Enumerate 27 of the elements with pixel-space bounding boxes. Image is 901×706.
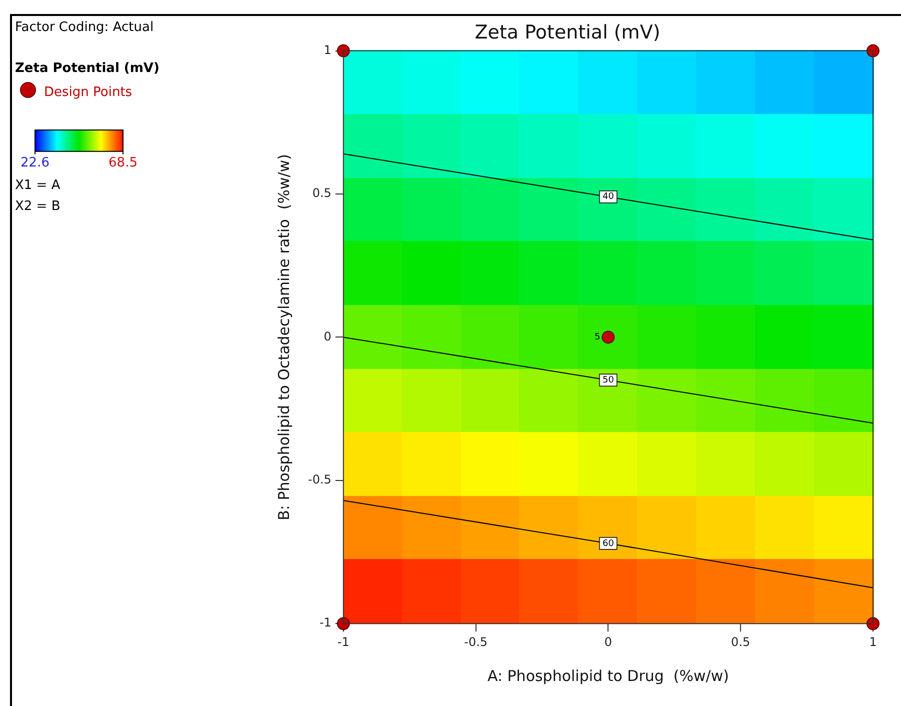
x-tick-label: 0.5 bbox=[731, 634, 750, 649]
y-tick-label: -1 bbox=[319, 616, 332, 630]
text: Factor Coding: Actual bbox=[15, 20, 155, 35]
x-tick-label: 1 bbox=[869, 634, 877, 649]
annotation: 5 bbox=[594, 332, 600, 343]
chart-title: Zeta Potential (mV) bbox=[474, 21, 660, 44]
y-tick-label: 0 bbox=[324, 329, 332, 344]
text: X1 = A bbox=[15, 178, 62, 193]
point bbox=[336, 44, 350, 58]
y-tick-label: 0.5 bbox=[312, 186, 332, 200]
y-tick-label: 1 bbox=[324, 42, 332, 57]
x-tick-label: -0.5 bbox=[464, 634, 488, 649]
x-tick-label: 0 bbox=[604, 634, 612, 649]
color-bar-label: 68.5 bbox=[108, 156, 138, 171]
text: X2 = B bbox=[15, 199, 62, 214]
x-tick-label: -1 bbox=[337, 634, 350, 649]
point bbox=[602, 330, 615, 344]
y-axis-title: B: Phospholipid to Octadecylamine ratio (%w/w) bbox=[274, 154, 293, 520]
point bbox=[336, 617, 350, 630]
color-bar-label: 22.6 bbox=[20, 156, 50, 171]
legend-label: Design Points bbox=[44, 85, 132, 100]
series-label: 50 bbox=[602, 376, 614, 386]
point bbox=[866, 44, 880, 58]
point bbox=[866, 617, 880, 630]
x-axis-title: A: Phospholipid to Drug (%w/w) bbox=[487, 666, 729, 685]
y-tick-label: -0.5 bbox=[308, 472, 332, 487]
legend-title: Zeta Potential (mV) bbox=[15, 61, 160, 76]
